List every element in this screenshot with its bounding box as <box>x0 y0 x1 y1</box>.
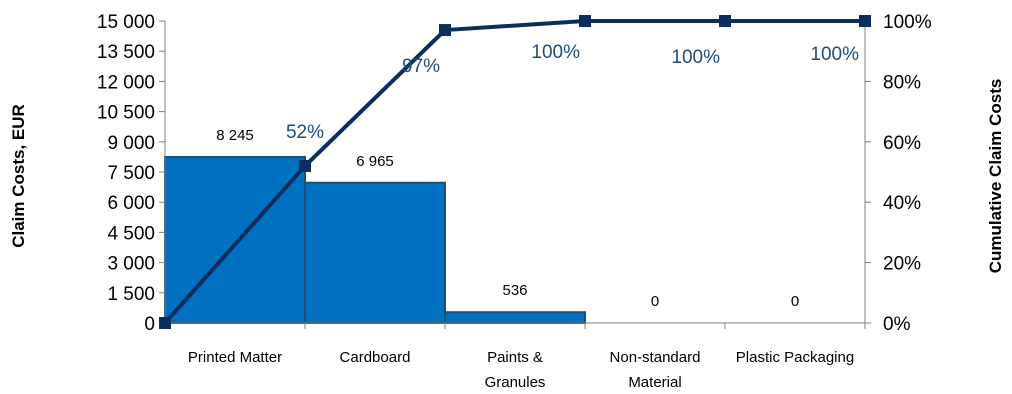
bar-value-label: 0 <box>651 293 659 310</box>
category-label: Cardboard <box>340 349 411 366</box>
bar-value-label: 8 245 <box>216 127 254 144</box>
category-label: Paints & Granules <box>485 349 546 391</box>
y-tick-label: 15 000 <box>97 12 155 33</box>
left-axis-title: Claim Costs, EUR <box>9 104 28 248</box>
y-tick-label: 10 500 <box>97 103 155 124</box>
bar-value-label: 6 965 <box>356 153 394 170</box>
category-labels: Printed Matter Cardboard Paints & Granules N… <box>164 323 866 391</box>
y-tick-label: 1 500 <box>107 284 155 305</box>
cumulative-percent-label: 100% <box>671 47 720 68</box>
y-tick-label: 9 000 <box>107 133 155 154</box>
category-label: Printed Matter <box>188 349 282 366</box>
cumulative-marker <box>299 159 311 172</box>
cumulative-marker <box>859 15 871 27</box>
bar-value-labels: 8 245 6 965 536 0 0 <box>216 127 799 310</box>
right-axis-ticks: 0% 20% 40% 60% 80% 100% <box>865 12 932 335</box>
y-tick-label: 4 500 <box>107 223 155 244</box>
bar <box>304 181 446 324</box>
cumulative-origin-marker <box>159 317 171 329</box>
y-tick-label: 3 000 <box>107 254 155 275</box>
y2-tick-label: 100% <box>883 12 932 33</box>
y2-tick-label: 0% <box>883 314 911 335</box>
cumulative-percent-label: 97% <box>402 56 440 77</box>
left-axis-ticks: 0 1 500 3 000 4 500 6 000 7 500 9 000 10 500 12 … <box>97 12 165 335</box>
category-label: Non-standard Material <box>610 349 701 391</box>
y2-tick-label: 20% <box>883 254 921 275</box>
cumulative-marker <box>579 15 591 27</box>
y2-tick-label: 80% <box>883 72 921 93</box>
bar-value-label: 536 <box>502 282 527 299</box>
cumulative-percent-label: 52% <box>286 122 324 143</box>
y-tick-label: 13 500 <box>97 42 155 63</box>
y-tick-label: 7 500 <box>107 163 155 184</box>
y2-tick-label: 60% <box>883 133 921 154</box>
y-tick-label: 6 000 <box>107 193 155 214</box>
cumulative-line-layer <box>159 15 871 329</box>
cumulative-line <box>163 19 865 325</box>
cumulative-percent-label: 100% <box>531 42 580 63</box>
cumulative-marker <box>719 15 731 27</box>
bar <box>444 311 586 324</box>
y2-tick-label: 40% <box>883 193 921 214</box>
cumulative-percent-label: 100% <box>810 44 859 65</box>
y-tick-label: 12 000 <box>97 72 155 93</box>
y-tick-label: 0 <box>144 314 155 335</box>
cumulative-marker <box>439 24 451 37</box>
cumulative-percent-labels: 52% 97% 100% 100% 100% <box>286 42 859 143</box>
right-axis-title: Cumulative Claim Costs <box>986 79 1005 274</box>
bar-value-label: 0 <box>791 293 799 310</box>
category-label: Plastic Packaging <box>736 349 854 366</box>
